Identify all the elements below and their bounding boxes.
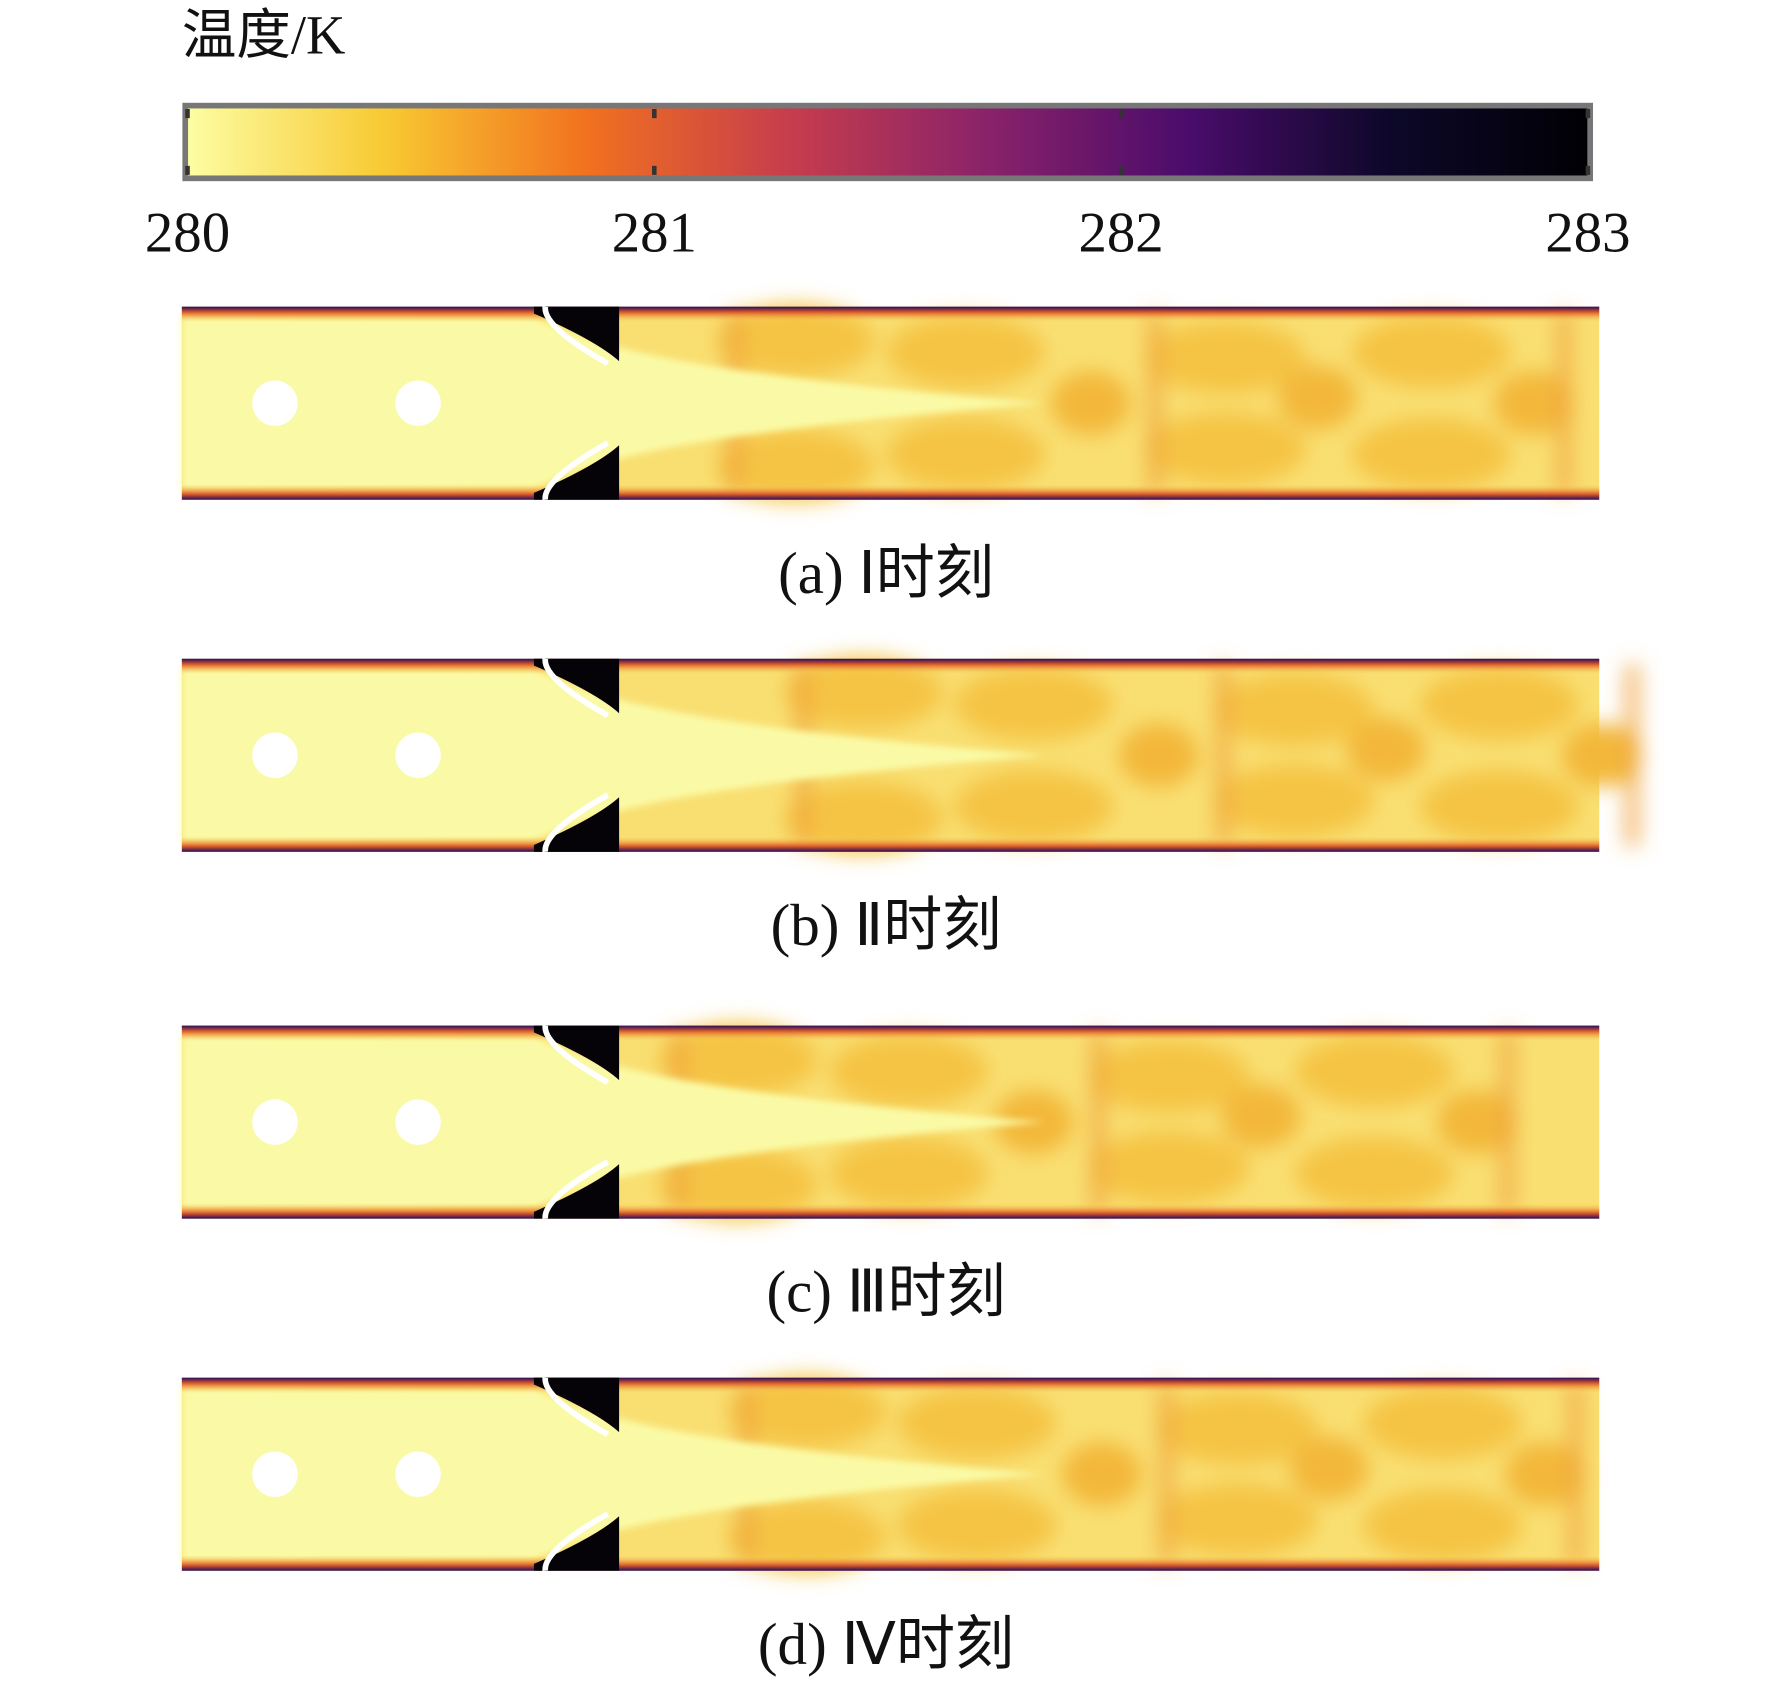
colorbar bbox=[182, 102, 1594, 182]
panel-caption: (b) Ⅱ时刻 bbox=[771, 892, 1002, 958]
tick-label: 280 bbox=[145, 202, 230, 265]
temperature-field bbox=[181, 304, 1600, 503]
temperature-field bbox=[181, 1375, 1600, 1574]
tick-label: 283 bbox=[1545, 202, 1630, 265]
panel-caption: (c) Ⅲ时刻 bbox=[766, 1259, 1005, 1325]
temperature-field bbox=[181, 1023, 1600, 1221]
tick-label: 282 bbox=[1079, 202, 1164, 265]
panel-caption: (d) Ⅳ时刻 bbox=[758, 1611, 1014, 1677]
tick-label: 281 bbox=[612, 202, 697, 265]
temperature-field bbox=[181, 656, 1642, 855]
colorbar-label: 温度/K bbox=[182, 4, 346, 65]
panel-caption: (a) Ⅰ时刻 bbox=[778, 540, 994, 606]
